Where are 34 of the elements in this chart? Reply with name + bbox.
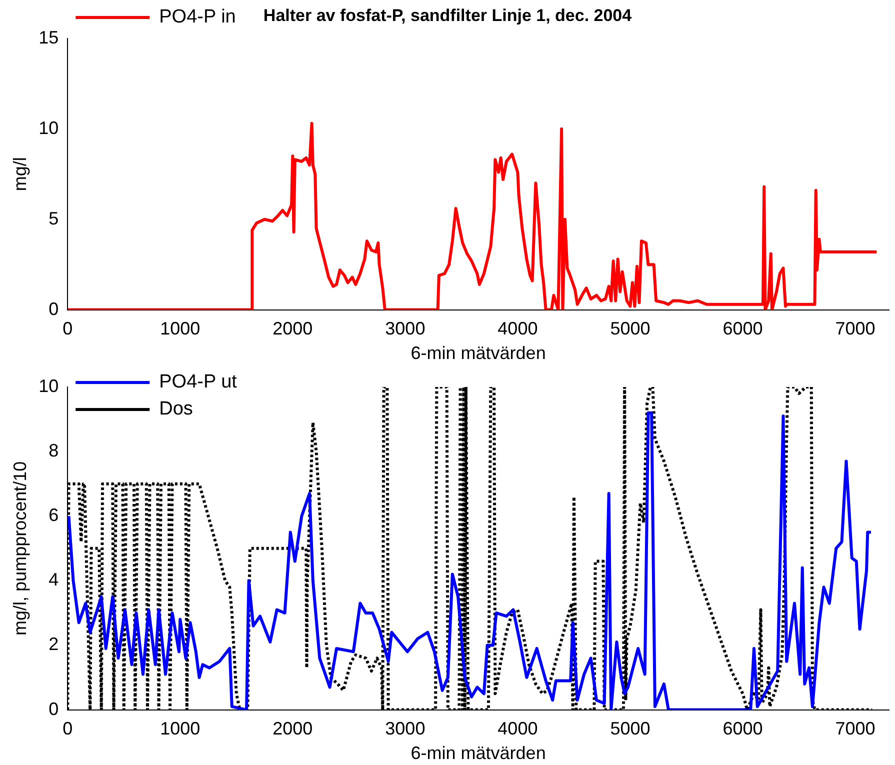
y-tick-label: 15 xyxy=(38,27,59,48)
x-tick-label: 7000 xyxy=(835,718,876,739)
x-tick-label: 3000 xyxy=(385,718,426,739)
x-axis-title: 6-min mätvärden xyxy=(410,743,546,764)
x-tick-label: 1000 xyxy=(160,318,200,339)
y-tick-label: 10 xyxy=(38,118,59,138)
x-tick-label: 0 xyxy=(62,318,73,339)
y-axis-title: mg/l, pumpprocent/10 xyxy=(10,461,30,636)
y-tick-label: 5 xyxy=(48,208,59,228)
y-axis-title: mg/l xyxy=(10,157,30,192)
x-tick-label: 5000 xyxy=(610,318,650,339)
x-tick-label: 6000 xyxy=(722,318,763,339)
x-tick-label: 2000 xyxy=(272,318,313,339)
x-tick-label: 7000 xyxy=(835,318,876,339)
y-tick-label: 10 xyxy=(38,376,59,396)
y-tick-label: 8 xyxy=(48,440,59,461)
x-tick-label: 2000 xyxy=(272,718,313,739)
x-tick-label: 1000 xyxy=(160,718,200,739)
x-tick-label: 0 xyxy=(62,718,73,739)
y-tick-label: 4 xyxy=(48,570,59,590)
x-tick-label: 3000 xyxy=(385,318,426,339)
y-tick-label: 0 xyxy=(48,298,59,319)
y-tick-label: 6 xyxy=(48,505,59,526)
x-tick-label: 4000 xyxy=(498,318,538,339)
legend-label: PO4-P in xyxy=(159,6,236,28)
x-tick-label: 5000 xyxy=(610,718,650,739)
x-axis-title: 6-min mätvärden xyxy=(410,343,546,364)
y-tick-label: 0 xyxy=(48,698,59,719)
legend-label: PO4-P ut xyxy=(159,372,238,393)
x-tick-label: 6000 xyxy=(722,718,763,739)
x-tick-label: 4000 xyxy=(498,718,538,739)
chart-title: Halter av fosfat-P, sandfilter Linje 1, dec. 2004 xyxy=(263,6,632,25)
y-tick-label: 2 xyxy=(48,634,59,654)
legend-label: Dos xyxy=(159,398,193,420)
